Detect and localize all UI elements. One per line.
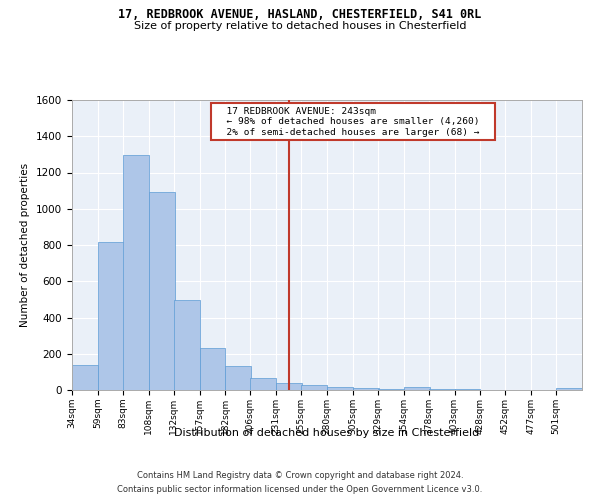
Bar bbox=[556, 388, 582, 390]
Bar bbox=[276, 383, 302, 390]
Text: Contains public sector information licensed under the Open Government Licence v3: Contains public sector information licen… bbox=[118, 484, 482, 494]
Bar bbox=[173, 300, 199, 390]
Y-axis label: Number of detached properties: Number of detached properties bbox=[20, 163, 31, 327]
Bar bbox=[353, 388, 379, 390]
Bar bbox=[327, 388, 353, 390]
Bar bbox=[123, 156, 149, 390]
Bar bbox=[199, 348, 226, 390]
Bar bbox=[378, 389, 404, 390]
Bar bbox=[250, 378, 276, 390]
Bar bbox=[404, 388, 430, 390]
Text: Distribution of detached houses by size in Chesterfield: Distribution of detached houses by size … bbox=[175, 428, 479, 438]
Bar bbox=[149, 192, 175, 390]
Text: Contains HM Land Registry data © Crown copyright and database right 2024.: Contains HM Land Registry data © Crown c… bbox=[137, 472, 463, 480]
Bar bbox=[301, 385, 327, 390]
Bar bbox=[72, 364, 98, 390]
Bar bbox=[226, 366, 251, 390]
Bar bbox=[98, 242, 124, 390]
Text: Size of property relative to detached houses in Chesterfield: Size of property relative to detached ho… bbox=[134, 21, 466, 31]
Text: 17, REDBROOK AVENUE, HASLAND, CHESTERFIELD, S41 0RL: 17, REDBROOK AVENUE, HASLAND, CHESTERFIE… bbox=[118, 8, 482, 20]
Text: 17 REDBROOK AVENUE: 243sqm  
  ← 98% of detached houses are smaller (4,260)  
  : 17 REDBROOK AVENUE: 243sqm ← 98% of deta… bbox=[215, 107, 491, 136]
